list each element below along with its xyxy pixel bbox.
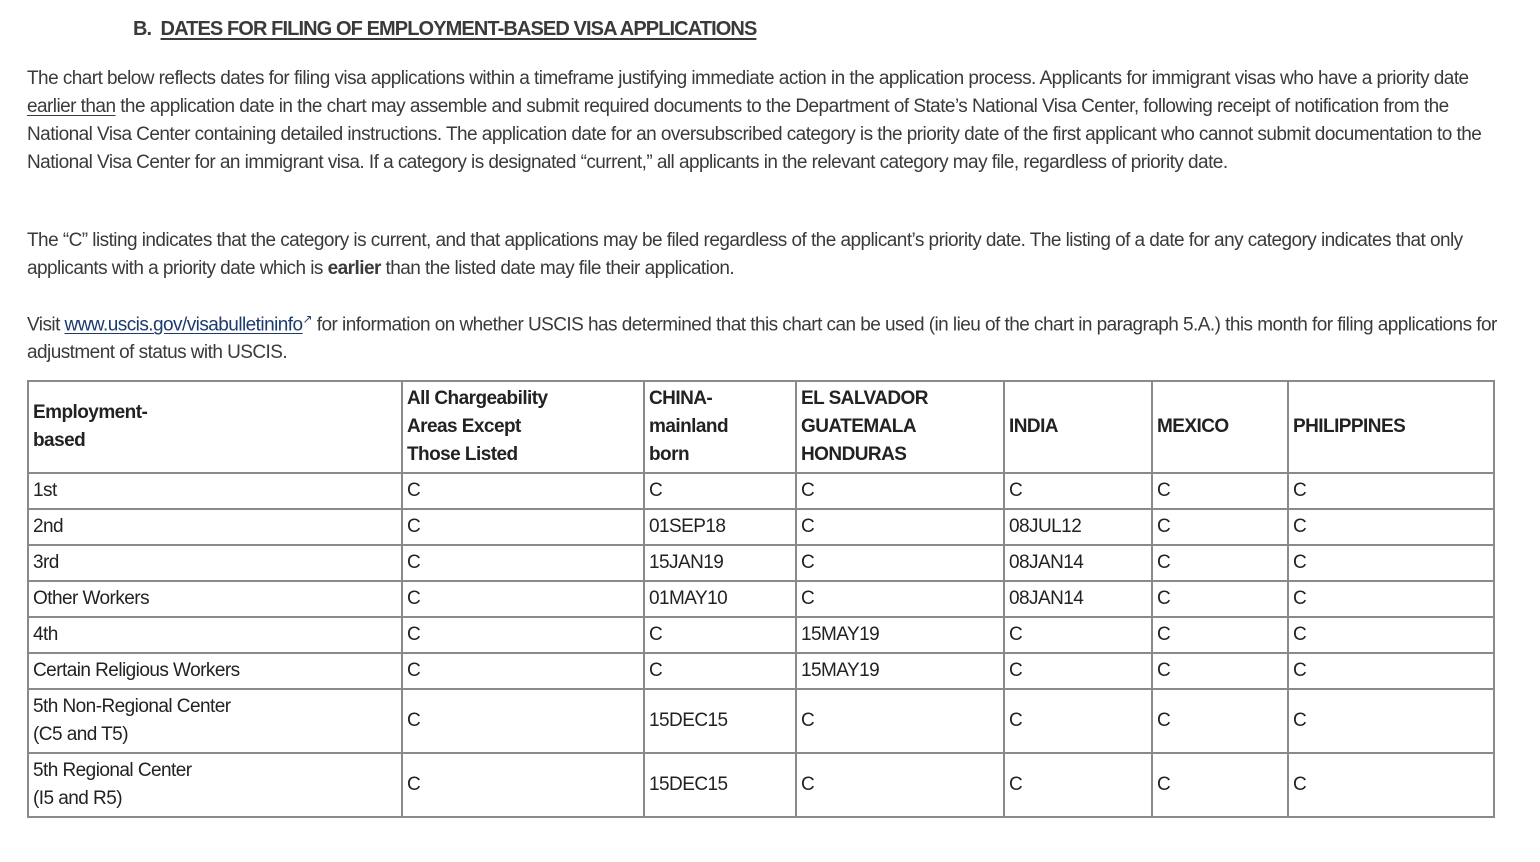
paragraph-current-listing: The “C” listing indicates that the categ… [27,230,1463,279]
date-cell: 08JUL12 [1003,508,1153,546]
date-cell: C [401,616,645,654]
section-title: DATES FOR FILING OF EMPLOYMENT-BASED VIS… [160,18,758,40]
category-cell: Other Workers [27,580,403,618]
table-row: 1st C C C C C C [27,472,1495,510]
date-cell: C [1287,544,1495,582]
date-cell: C [795,580,1005,618]
date-cell: C [1151,616,1289,654]
date-cell: 15JAN19 [643,544,797,582]
date-cell: C [1003,652,1153,690]
date-cell: C [1003,472,1153,510]
table-row: Other Workers C 01MAY10 C 08JAN14 C C [27,580,1495,618]
date-cell: C [1003,688,1153,754]
table-row: 2nd C 01SEP18 C 08JUL12 C C [27,508,1495,546]
column-header: CHINA-mainland born [643,380,797,474]
date-cell: 15DEC15 [643,688,797,754]
date-cell: C [1003,616,1153,654]
table-row: 5th Non-Regional Center (C5 and T5) C 15DEC… [27,688,1495,754]
date-cell: C [1287,688,1495,754]
date-cell: C [1151,752,1289,818]
column-header: EL SALVADOR GUATEMALA HONDURAS [795,380,1005,474]
uscis-link[interactable]: www.uscis.gov/visabulletininfo [64,314,304,336]
date-cell: 15MAY19 [795,652,1005,690]
date-cell: C [401,580,645,618]
column-header: INDIA [1003,380,1153,474]
date-cell: C [795,752,1005,818]
table-row: Certain Religious Workers C C 15MAY19 C C C [27,652,1495,690]
date-cell: C [643,652,797,690]
date-cell: C [643,472,797,510]
date-cell: C [1287,652,1495,690]
column-header: Employment-based [27,380,403,474]
date-cell: C [401,508,645,546]
column-header: PHILIPPINES [1287,380,1495,474]
date-cell: C [795,544,1005,582]
date-cell: C [1151,472,1289,510]
date-cell: C [795,688,1005,754]
category-cell: 5th Non-Regional Center (C5 and T5) [27,688,403,754]
category-cell: 1st [27,472,403,510]
date-cell: 15DEC15 [643,752,797,818]
section-heading: B. DATES FOR FILING OF EMPLOYMENT-BASED … [133,18,758,40]
date-cell: C [1151,580,1289,618]
category-cell: 4th [27,616,403,654]
date-cell: C [401,544,645,582]
date-cell: 08JAN14 [1003,544,1153,582]
date-cell: 08JAN14 [1003,580,1153,618]
external-link-icon[interactable]: ↗ [302,312,313,326]
column-header: MEXICO [1151,380,1289,474]
table-row: 5th Regional Center (I5 and R5) C 15DEC15 C C… [27,752,1495,818]
date-cell: C [401,688,645,754]
date-cell: C [1287,752,1495,818]
category-cell: 2nd [27,508,403,546]
date-cell: C [795,472,1005,510]
table-row: 3rd C 15JAN19 C 08JAN14 C C [27,544,1495,582]
date-cell: C [1151,652,1289,690]
paragraph-filing-dates: The chart below reflects dates for filin… [27,68,1482,173]
filing-dates-table: Employment-based All Chargeability Areas E… [27,380,1495,818]
date-cell: C [1151,688,1289,754]
date-cell: C [643,616,797,654]
column-header: All Chargeability Areas Except Those Liste… [401,380,645,474]
paragraph-uscis: Visit www.uscis.gov/visabulletininfo↗ fo… [27,312,1497,364]
date-cell: C [401,652,645,690]
date-cell: C [795,508,1005,546]
date-cell: C [1287,508,1495,546]
date-cell: 01MAY10 [643,580,797,618]
date-cell: C [401,752,645,818]
category-cell: 5th Regional Center (I5 and R5) [27,752,403,818]
date-cell: C [1151,508,1289,546]
date-cell: 15MAY19 [795,616,1005,654]
table-row: 4th C C 15MAY19 C C C [27,616,1495,654]
date-cell: C [1287,472,1495,510]
date-cell: C [1287,616,1495,654]
date-cell: C [1151,544,1289,582]
date-cell: C [401,472,645,510]
date-cell: 01SEP18 [643,508,797,546]
category-cell: Certain Religious Workers [27,652,403,690]
category-cell: 3rd [27,544,403,582]
date-cell: C [1003,752,1153,818]
date-cell: C [1287,580,1495,618]
